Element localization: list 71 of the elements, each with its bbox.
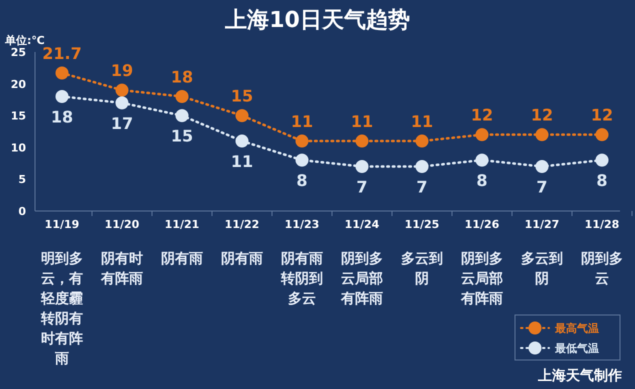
text: 阴有雨转阴到多云 xyxy=(280,251,323,307)
data-label: 17 xyxy=(110,114,134,133)
text: 上海天气制作 xyxy=(537,368,622,384)
y-tick-label: 15 xyxy=(10,110,26,123)
x-tick-label: 11/28 xyxy=(584,218,620,231)
point xyxy=(56,66,68,80)
point xyxy=(296,134,308,148)
y-axis-title: 单位:℃ xyxy=(4,34,45,47)
point xyxy=(476,128,488,142)
point xyxy=(356,134,368,148)
point xyxy=(416,160,428,173)
point xyxy=(356,160,368,173)
point xyxy=(536,160,548,173)
data-label: 15 xyxy=(230,86,254,106)
x-tick-label: 11/21 xyxy=(164,218,200,231)
data-label: 8 xyxy=(476,171,488,190)
x-tick-label: 11/25 xyxy=(404,218,440,231)
point xyxy=(596,128,608,142)
x-tick-label: 11/26 xyxy=(464,218,500,231)
data-label: 12 xyxy=(470,106,494,125)
y-tick-label: 5 xyxy=(18,173,26,186)
text: 多云到阴 xyxy=(401,251,443,287)
x-tick-label: 11/23 xyxy=(284,218,320,231)
data-label: 18 xyxy=(170,68,194,87)
text: 明到多云，有轻度霾转阴有时有阵雨 xyxy=(40,251,83,367)
data-label: 19 xyxy=(110,61,134,80)
x-tick-label: 11/24 xyxy=(344,218,380,231)
data-label: 21.7 xyxy=(42,44,82,63)
data-label: 8 xyxy=(296,171,308,190)
text: 阴有雨 xyxy=(161,251,203,267)
data-label: 7 xyxy=(416,177,428,196)
data-label: 8 xyxy=(596,171,608,190)
point xyxy=(176,90,188,104)
x-tick-label: 11/19 xyxy=(44,218,80,231)
point xyxy=(116,96,128,110)
legend-label: 最高气温 xyxy=(554,322,599,335)
data-label: 15 xyxy=(170,126,194,146)
point xyxy=(116,84,128,97)
x-tick-label: 11/22 xyxy=(224,218,260,231)
point xyxy=(416,134,428,148)
text: 阴到多云 xyxy=(581,251,623,287)
data-label: 7 xyxy=(536,177,548,196)
x-tick-label: 11/27 xyxy=(524,218,560,231)
point xyxy=(56,90,68,104)
point xyxy=(536,128,548,142)
data-label: 18 xyxy=(50,108,74,127)
point xyxy=(236,134,248,148)
legend-label: 最低气温 xyxy=(554,342,599,355)
data-label: 11 xyxy=(230,152,254,172)
y-tick-label: 25 xyxy=(10,46,26,59)
data-label: 12 xyxy=(590,106,614,125)
x-tick-label: 11/20 xyxy=(104,218,140,231)
y-tick-label: 10 xyxy=(10,141,26,154)
point xyxy=(176,109,188,122)
data-label: 12 xyxy=(530,106,554,125)
text: 阴有时有阵雨 xyxy=(100,251,143,287)
text: 阴有雨 xyxy=(221,251,263,267)
text: 多云到阴 xyxy=(521,251,563,287)
y-tick-label: 0 xyxy=(18,205,26,218)
y-tick-label: 20 xyxy=(10,78,26,91)
data-label: 7 xyxy=(356,177,368,196)
point xyxy=(296,154,308,167)
point xyxy=(236,109,248,122)
data-label: 11 xyxy=(350,112,374,132)
point xyxy=(476,154,488,167)
point xyxy=(596,154,608,167)
text: 阴到多云局部有阵雨 xyxy=(340,251,383,307)
text: 阴到多云局部有阵雨 xyxy=(460,251,503,307)
data-label: 11 xyxy=(290,112,314,132)
data-label: 11 xyxy=(410,112,434,132)
chart-title: 上海10日天气趋势 xyxy=(224,8,410,33)
